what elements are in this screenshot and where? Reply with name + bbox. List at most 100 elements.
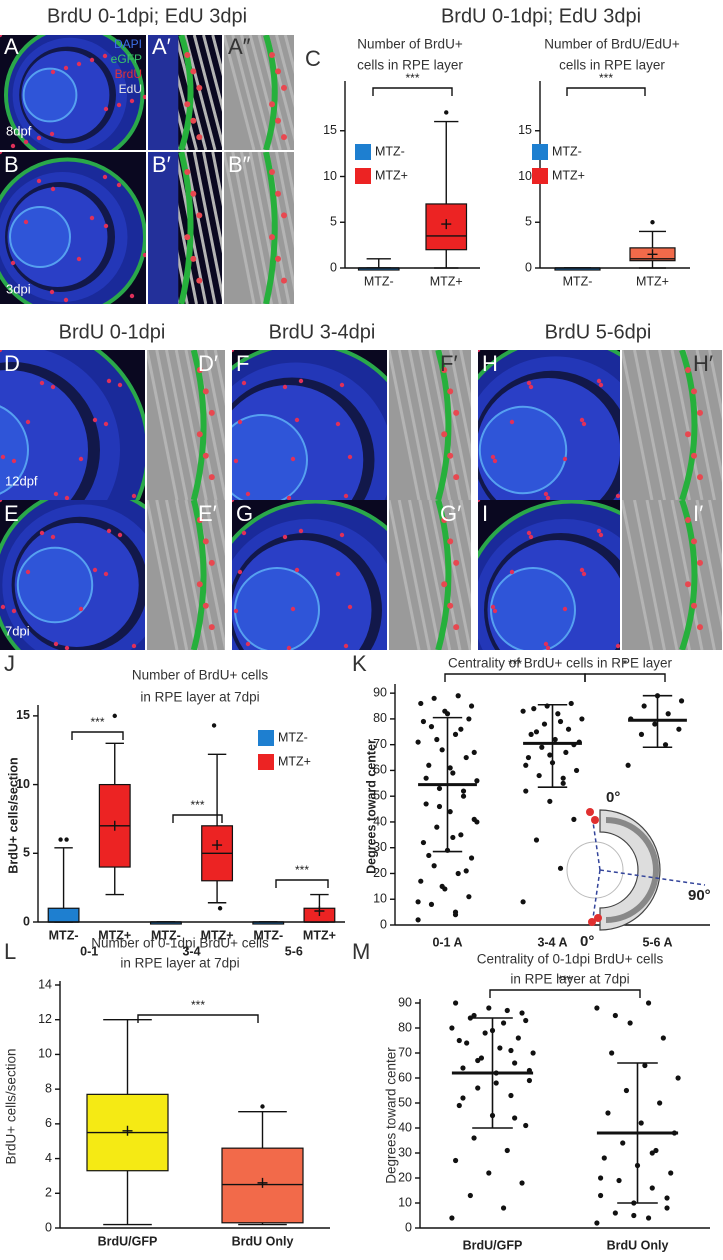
- stage-label: 3dpi: [6, 281, 31, 296]
- y-tick-label: 10: [398, 1195, 412, 1209]
- stage-label: 7dpi: [5, 623, 30, 638]
- mean-marker: [441, 219, 452, 230]
- dic-texture: [397, 350, 431, 500]
- brdu-dot: [117, 382, 123, 388]
- brdu-dot: [691, 538, 697, 545]
- y-tick-label: 10: [38, 1047, 52, 1061]
- retina-part: [148, 35, 179, 150]
- panel-letter: D′: [198, 351, 218, 376]
- point: [439, 883, 445, 889]
- point: [675, 1075, 681, 1081]
- point: [439, 747, 445, 753]
- significance-label: ***: [191, 998, 205, 1012]
- point: [452, 1000, 459, 1006]
- point: [519, 1010, 525, 1016]
- figure-title: BrdU 0-1dpi: [59, 321, 166, 343]
- brdu-dot: [23, 139, 29, 145]
- point: [597, 1175, 604, 1181]
- brdu-dot: [196, 134, 203, 141]
- brdu-dot: [543, 641, 549, 647]
- brdu-dot: [208, 559, 215, 566]
- brdu-dot: [39, 380, 45, 386]
- brdu-dot: [335, 421, 341, 427]
- point: [475, 1057, 481, 1064]
- brdu-dot: [202, 602, 209, 609]
- brdu-dot: [343, 493, 349, 499]
- brdu-dot: [545, 645, 551, 650]
- brdu-dot: [282, 534, 288, 540]
- y-tick-label: 0: [380, 917, 387, 931]
- rpe-green: [478, 500, 620, 560]
- x-tick-label: MTZ+: [98, 928, 131, 942]
- brdu-dot: [691, 388, 697, 395]
- panel-letter: F: [236, 351, 249, 376]
- brdu-dot: [543, 491, 549, 497]
- point: [568, 700, 574, 707]
- dic-texture: [459, 500, 471, 559]
- outlier: [650, 220, 655, 225]
- legend-label: MTZ+: [278, 754, 311, 768]
- y-axis-label: Degrees toward center: [364, 739, 378, 874]
- lens: [22, 67, 78, 123]
- dic-texture: [645, 350, 679, 500]
- brdu-dot: [281, 277, 287, 284]
- point: [653, 1147, 659, 1154]
- point: [423, 801, 429, 807]
- rpe-strip: [435, 500, 452, 650]
- brdu-dot: [184, 234, 191, 241]
- significance-label: ***: [599, 71, 613, 85]
- micrograph: [478, 350, 620, 500]
- brdu-dot: [453, 474, 460, 481]
- brdu-dot: [691, 602, 697, 609]
- panel-letter: J: [4, 651, 15, 676]
- inset-cell: [594, 914, 602, 922]
- dic-texture: [658, 500, 691, 650]
- inset-cell: [588, 918, 596, 926]
- point: [676, 726, 682, 732]
- dic-texture: [202, 152, 222, 254]
- outlier: [260, 1104, 265, 1109]
- brdu-dot: [190, 190, 197, 197]
- dic-texture: [283, 152, 294, 205]
- point: [563, 749, 569, 756]
- point: [431, 863, 437, 869]
- brdu-dot: [269, 234, 275, 241]
- brdu-dot: [50, 384, 56, 390]
- x-tick-label: MTZ+: [201, 928, 234, 942]
- point: [486, 1005, 492, 1011]
- legend-label: MTZ-: [278, 730, 308, 744]
- y-tick-label: 90: [398, 995, 412, 1009]
- y-tick-label: 10: [16, 777, 30, 791]
- brdu-dot: [0, 500, 3, 503]
- significance-label: *: [623, 657, 628, 671]
- mean-marker: [212, 840, 223, 851]
- x-tick-label: 5-6 A: [642, 935, 672, 949]
- significance-bracket: [566, 87, 646, 96]
- y-tick-label: 6: [45, 1116, 52, 1130]
- brdu-dot: [441, 517, 448, 523]
- brdu-dot: [196, 431, 203, 438]
- brdu-dot: [562, 456, 568, 462]
- point: [434, 824, 440, 830]
- y-tick-label: 10: [323, 169, 337, 183]
- significance-label: ***: [295, 863, 309, 877]
- lens: [232, 414, 308, 500]
- y-axis-label: BrdU+ cells/section: [6, 757, 20, 873]
- legend-label: MTZ-: [375, 144, 405, 158]
- inset-layer: [605, 817, 659, 923]
- point: [612, 1012, 618, 1019]
- panel-letter: I: [482, 501, 488, 526]
- dic-texture: [283, 35, 294, 75]
- inset-cell: [586, 808, 594, 816]
- y-tick-label: 30: [373, 840, 387, 854]
- brdu-dot: [116, 182, 122, 188]
- y-tick-label: 5: [525, 215, 532, 229]
- brdu-dot: [596, 378, 602, 384]
- brdu-dot: [142, 94, 146, 100]
- brdu-dot: [0, 152, 3, 155]
- brdu-dot: [0, 35, 3, 38]
- brdu-dot: [103, 421, 109, 427]
- outlier: [444, 110, 449, 115]
- dic-texture: [248, 152, 282, 304]
- panel-letter: E: [4, 501, 19, 526]
